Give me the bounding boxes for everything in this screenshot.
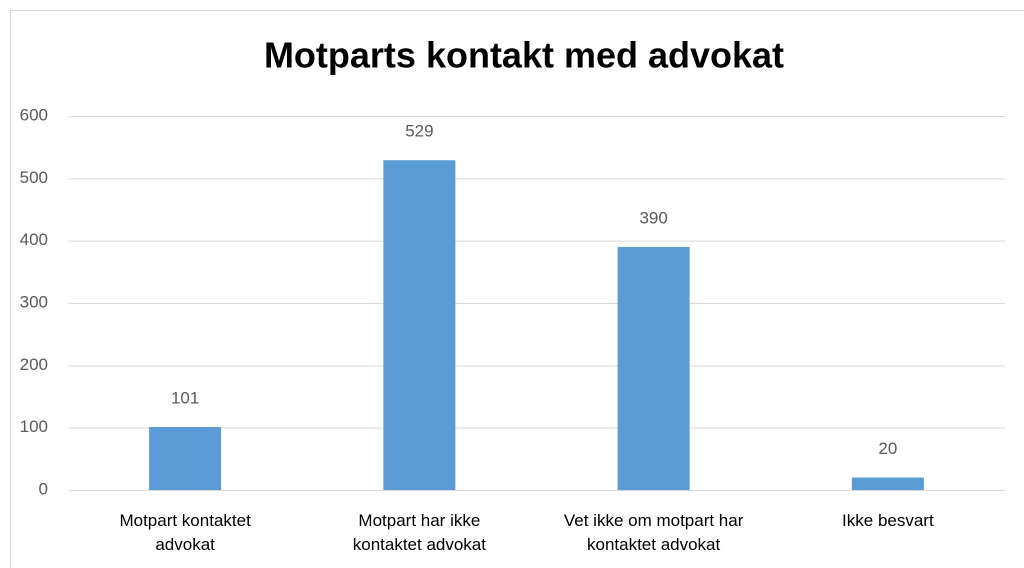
bar	[617, 246, 690, 490]
y-tick-label: 600	[20, 105, 48, 124]
chart-title: Motparts kontakt med advokat	[264, 35, 784, 76]
x-tick-label: Vet ikke om motpart har kontaktet advoka…	[563, 511, 744, 554]
y-tick-label: 500	[20, 168, 48, 187]
y-tick-label: 200	[20, 355, 48, 374]
data-label: 101	[171, 389, 199, 408]
y-tick-label: 400	[20, 230, 48, 249]
chart-border	[10, 10, 1024, 568]
x-tick-label: Ikke besvart	[842, 511, 934, 530]
bar	[149, 427, 222, 490]
x-tick-label: Motpart har ikke kontaktet advokat	[352, 511, 486, 554]
bar	[383, 160, 456, 491]
data-label: 390	[639, 208, 667, 227]
bar	[851, 477, 924, 490]
x-tick-label: Motpart kontaktet advokat	[119, 511, 251, 554]
data-label: 529	[405, 122, 433, 141]
y-tick-label: 100	[20, 417, 48, 436]
data-label: 20	[878, 439, 897, 458]
y-tick-label: 300	[20, 292, 48, 311]
y-tick-label: 0	[39, 479, 48, 498]
